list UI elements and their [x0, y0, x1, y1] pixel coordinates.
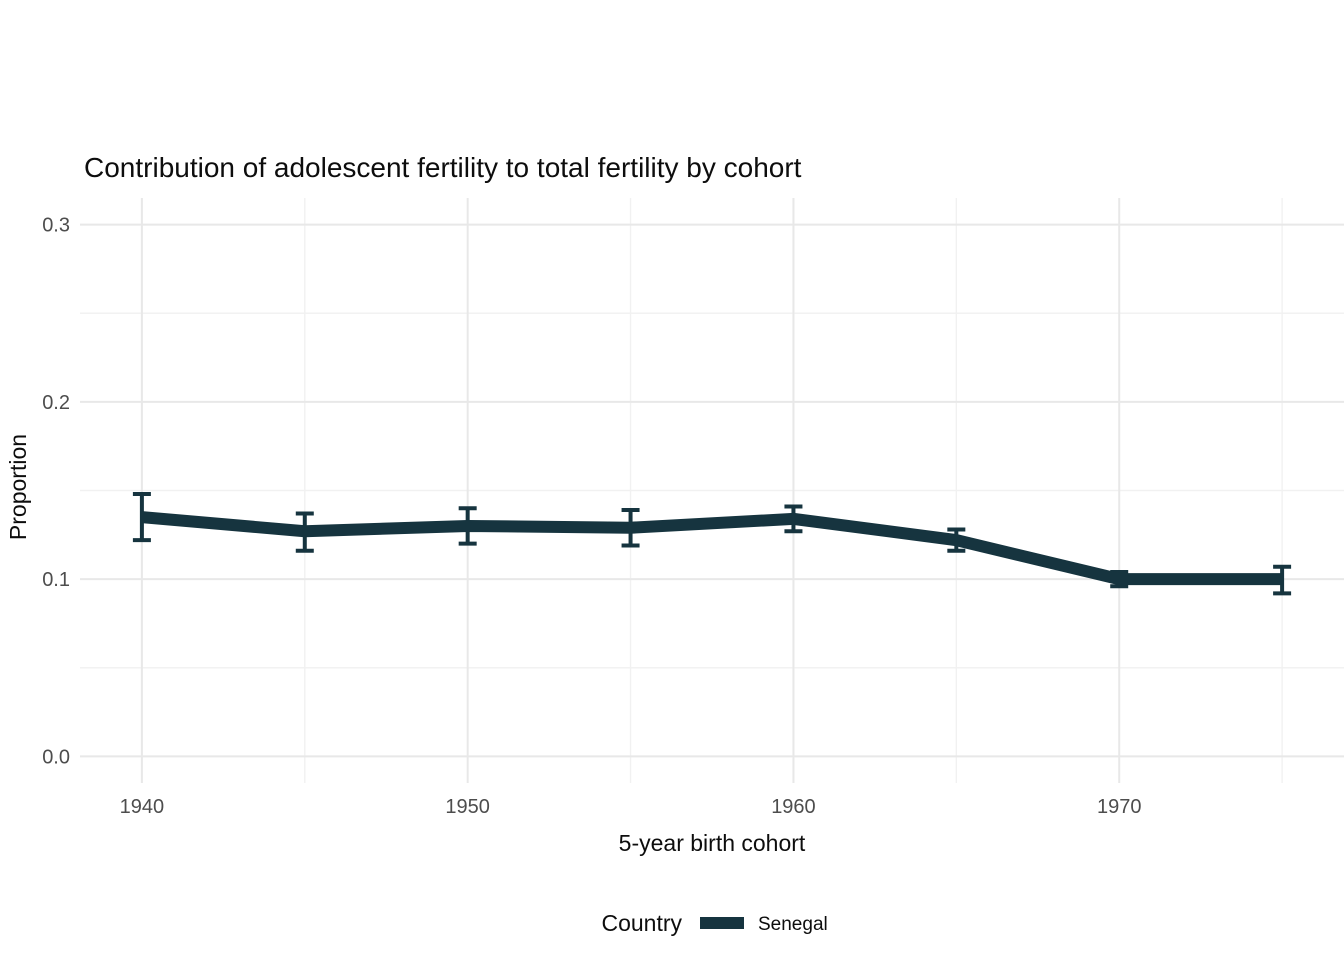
- chart-title: Contribution of adolescent fertility to …: [84, 152, 802, 183]
- legend-label-senegal: Senegal: [758, 914, 828, 935]
- x-tick-label: 1960: [771, 796, 816, 818]
- y-axis-title: Proportion: [5, 434, 31, 540]
- legend-title: Country: [601, 910, 682, 936]
- y-tick-label: 0.3: [42, 215, 70, 237]
- series-senegal: [132, 492, 1292, 596]
- y-tick-label: 0.1: [42, 569, 70, 591]
- x-tick-label: 1950: [445, 796, 490, 818]
- x-tick-label: 1940: [120, 796, 165, 818]
- x-tick-label: 1970: [1097, 796, 1142, 818]
- x-axis-title: 5-year birth cohort: [619, 830, 806, 856]
- y-tick-label: 0.0: [42, 746, 70, 768]
- x-tick-labels: 1940 1950 1960 1970: [120, 796, 1142, 818]
- gridlines: [80, 198, 1344, 783]
- series-line-senegal: [141, 511, 1283, 586]
- legend: Country Senegal: [601, 910, 827, 936]
- y-tick-label: 0.2: [42, 392, 70, 414]
- y-tick-labels: 0.0 0.1 0.2 0.3: [42, 215, 70, 769]
- legend-key-senegal: [700, 917, 744, 929]
